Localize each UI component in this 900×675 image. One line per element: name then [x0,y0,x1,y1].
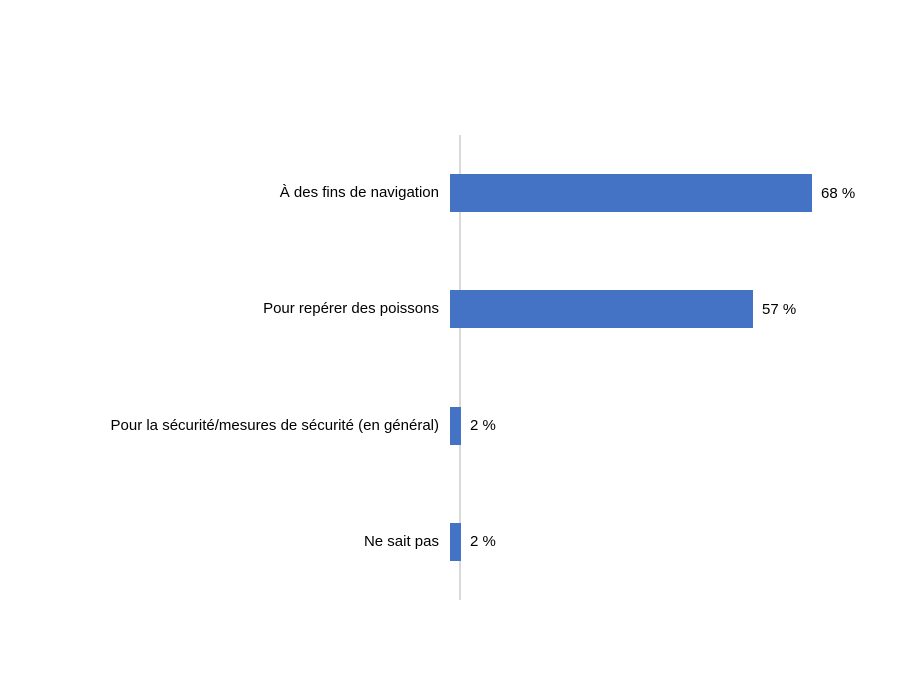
value-label: 2 % [470,417,496,435]
bar-row: Ne sait pas 2 % [0,484,900,600]
category-axis-line [459,135,461,600]
bar [450,522,461,561]
value-label: 57 % [762,300,797,318]
bar [450,290,753,329]
category-label: Pour repérer des poissons [263,300,439,318]
bar-row: Pour la sécurité/mesures de sécurité (en… [0,368,900,484]
bar-row: À des fins de navigation 68 % [0,135,900,251]
bar-rows: À des fins de navigation 68 % Pour repérer… [0,135,900,600]
bar [450,174,812,213]
category-label: Pour la sécurité/mesures de sécurité (en… [110,416,440,434]
value-label: 2 % [470,533,496,551]
category-label: À des fins de navigation [279,184,439,202]
bar-row: Pour repérer des poissons 57 % [0,251,900,367]
bar [450,406,461,445]
value-label: 68 % [821,184,856,202]
category-label: Ne sait pas [363,532,439,550]
